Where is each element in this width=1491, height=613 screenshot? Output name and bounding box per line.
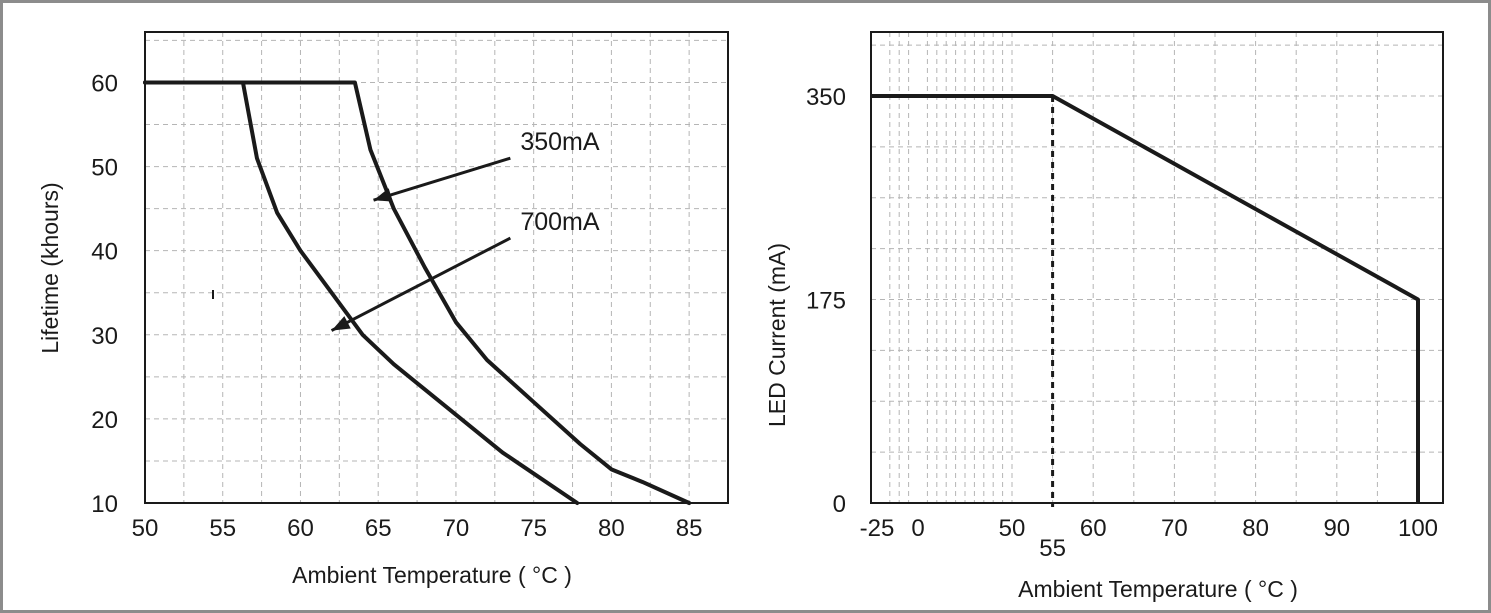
current-x-tick-label: 70 [1161, 515, 1188, 542]
lifetime-x-tick-label: 65 [365, 515, 392, 542]
lifetime-annotations: 350mA 700mA [330, 128, 600, 332]
current-x-tick-label: 100 [1398, 515, 1438, 542]
current-y-tick-label: 350 [806, 84, 846, 111]
current-y-axis-title: LED Current (mA) [764, 243, 790, 427]
lifetime-x-tick-label: 75 [520, 515, 547, 542]
lifetime-chart: 350mA 700mA 50 55 60 65 70 75 80 85 10 20 30 40 50 60… [37, 31, 729, 588]
lifetime-x-tick-label: 60 [287, 515, 314, 542]
lifetime-x-tick-label: 70 [443, 515, 470, 542]
annotation-arrow-350mA [373, 156, 511, 202]
lifetime-y-tick-label: 50 [91, 155, 118, 182]
lifetime-x-tick-label: 85 [676, 515, 703, 542]
current-chart-grid [871, 32, 1443, 503]
annotation-arrow-700mA [330, 236, 512, 332]
current-x-tick-label: 90 [1323, 515, 1350, 542]
lifetime-y-tick-label: 10 [91, 491, 118, 518]
annotation-label-350mA: 350mA [520, 128, 600, 156]
current-x-tick-label: 60 [1080, 515, 1107, 542]
current-x-tick-label: -25 [860, 515, 895, 542]
lifetime-y-tick-label: 40 [91, 239, 118, 266]
lifetime-y-axis-title: Lifetime (khours) [37, 182, 63, 353]
current-plot-border [870, 31, 1444, 504]
lifetime-x-tick-label: 80 [598, 515, 625, 542]
current-x-tick-label: 50 [999, 515, 1026, 542]
lifetime-x-tick-label: 50 [132, 515, 159, 542]
lifetime-y-tick-label: 60 [91, 70, 118, 97]
annotation-arrowhead-700mA [331, 316, 351, 331]
lifetime-series-line-700mA [143, 80, 580, 505]
lifetime-series-line-350mA [143, 80, 692, 505]
lifetime-x-ticks: 50 55 60 65 70 75 80 85 [132, 515, 703, 542]
lifetime-series [143, 80, 692, 505]
lifetime-x-tick-label: 55 [209, 515, 236, 542]
current-x-axis-title: Ambient Temperature ( °C ) [1018, 576, 1298, 602]
current-derating-line [871, 93, 1420, 503]
lifetime-y-tick-label: 20 [91, 407, 118, 434]
current-y-ticks: 0 175 350 [806, 84, 846, 518]
current-y-tick-label: 0 [833, 491, 846, 518]
lifetime-chart-grid [145, 32, 728, 503]
current-series [871, 93, 1420, 507]
current-x-tick-label: 0 [911, 515, 924, 542]
current-x-tick-label: 55 [1039, 535, 1066, 562]
annotation-label-700mA: 700mA [520, 208, 600, 236]
lifetime-y-tick-label: 30 [91, 323, 118, 350]
current-x-ticks: -25 0 50 55 60 70 80 90 100 [860, 515, 1438, 562]
current-y-tick-label: 175 [806, 287, 846, 314]
annotation-arrowhead-350mA [373, 188, 393, 202]
lifetime-plot-border [144, 31, 729, 504]
lifetime-x-axis-title: Ambient Temperature ( °C ) [292, 562, 572, 588]
current-x-tick-label: 80 [1242, 515, 1269, 542]
lifetime-y-ticks: 10 20 30 40 50 60 [91, 70, 118, 518]
